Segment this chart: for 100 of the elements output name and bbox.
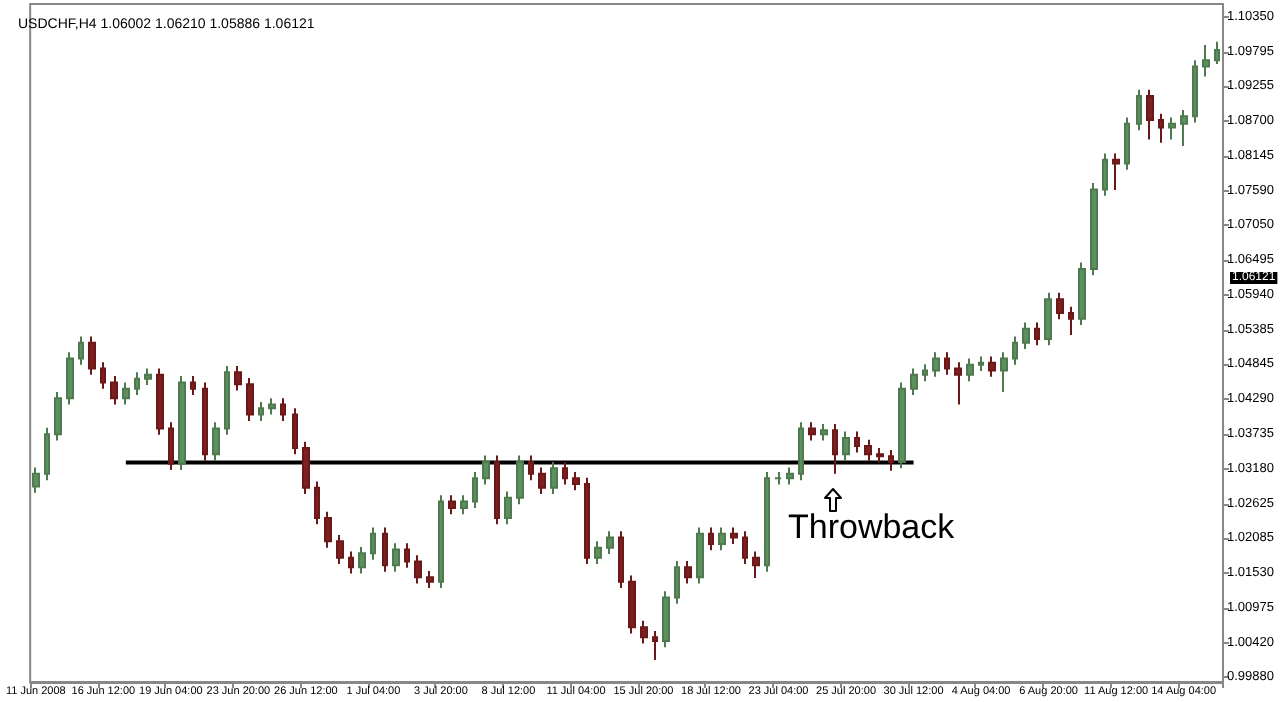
candlestick [674, 559, 680, 605]
candlestick [382, 526, 388, 573]
candlestick [932, 351, 940, 378]
candlestick [246, 377, 254, 422]
candlestick [606, 530, 614, 555]
candlestick [1112, 152, 1120, 192]
candlestick [718, 526, 726, 552]
annotation: Throwback [788, 508, 956, 546]
candlestick [516, 454, 524, 506]
candlestick [708, 526, 714, 552]
candlestick [628, 574, 636, 635]
candlestick [32, 466, 40, 494]
candlestick [168, 421, 174, 472]
candlestick [550, 460, 558, 496]
candlestick [280, 397, 286, 422]
candlestick [752, 550, 760, 579]
candlestick [1090, 182, 1098, 277]
candlestick [1214, 40, 1220, 65]
candlestick [1180, 108, 1188, 147]
candlestick [302, 440, 310, 496]
candlestick [774, 470, 782, 486]
candlestick [268, 397, 276, 416]
candlestick [54, 390, 62, 442]
candlestick [1068, 305, 1074, 337]
candlestick [122, 381, 130, 406]
candlestick [832, 423, 838, 475]
candlestick [854, 430, 860, 454]
candlestick [314, 480, 320, 526]
candlestick [820, 423, 828, 442]
candlestick [178, 375, 186, 472]
candlestick [538, 466, 546, 496]
candlestick [482, 454, 490, 486]
candlestick [1056, 291, 1064, 321]
candlestick [786, 466, 794, 486]
candlestick [348, 550, 354, 575]
candlestick [808, 421, 816, 442]
candlestick [234, 365, 242, 392]
candlestick [144, 367, 152, 386]
candlestick [88, 335, 96, 376]
candlestick [1102, 152, 1108, 197]
candlestick [652, 629, 658, 661]
candlestick [640, 619, 648, 645]
candlestick [44, 426, 50, 482]
candlestick [190, 375, 196, 397]
candlestick [66, 351, 74, 406]
candlestick [922, 363, 928, 383]
candlestick [438, 494, 444, 590]
candlestick [292, 407, 298, 456]
candlestick [966, 357, 974, 383]
candlestick [224, 365, 230, 436]
candlestick [460, 494, 468, 516]
candlestick [898, 381, 906, 470]
candlestick [528, 454, 534, 482]
candlestick [1136, 88, 1142, 132]
candlestick [742, 530, 748, 566]
candlestick [954, 361, 962, 406]
candlestick [978, 355, 984, 373]
candlestick [876, 447, 884, 464]
candlestick [1078, 261, 1086, 327]
candlestick [1012, 335, 1018, 366]
candlestick [472, 470, 478, 509]
candlestick [202, 381, 208, 462]
candlestick [888, 448, 894, 472]
candlestick [404, 542, 410, 569]
candlestick [156, 367, 164, 436]
candlestick [864, 438, 872, 462]
candlestick [494, 454, 500, 526]
candlestick [336, 534, 344, 566]
candlestick [1168, 116, 1176, 141]
candlestick [78, 335, 84, 366]
candlestick [1146, 88, 1154, 141]
candlestick [684, 559, 692, 585]
candlestick [134, 371, 140, 397]
candlestick [1124, 116, 1130, 171]
candlestick [110, 375, 118, 406]
candlestick [944, 351, 950, 376]
candlestick [562, 460, 568, 486]
candlestick [1022, 321, 1030, 350]
candlestick [584, 476, 590, 566]
candlestick [370, 526, 376, 561]
candlestick [1034, 321, 1040, 347]
candlestick [1192, 59, 1198, 124]
candlestick [1000, 351, 1008, 393]
candlestick [618, 530, 624, 590]
candlestick [448, 494, 456, 516]
candlestick [1044, 291, 1052, 347]
candlestick [392, 542, 400, 573]
candlestick [358, 546, 366, 575]
candlestick [798, 421, 804, 482]
candlestick [594, 540, 602, 566]
candlestick [212, 421, 220, 462]
candlestick [504, 490, 512, 526]
candlestick [100, 361, 106, 390]
candlestick [572, 470, 580, 492]
candlestick [696, 526, 704, 585]
candlestick [842, 430, 850, 462]
candlestick [730, 526, 738, 545]
candlestick [1202, 44, 1210, 78]
candlestick [324, 510, 332, 549]
candlestick [414, 554, 422, 585]
